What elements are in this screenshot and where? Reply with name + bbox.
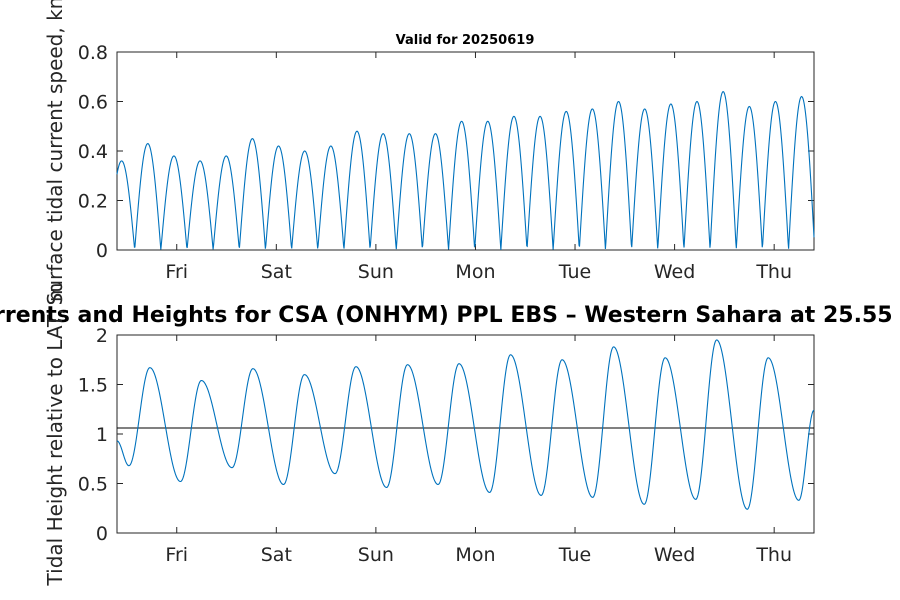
current-speed-axes: Valid for 20250619 Surface tidal current… — [43, 0, 815, 305]
current-speed-ytick-label: 0.8 — [78, 42, 108, 64]
tidal-height-ytick-label: 2 — [96, 325, 108, 347]
tidal-height-ytick-label: 0 — [96, 523, 108, 545]
tidal-height-xtick-label: Sat — [261, 544, 292, 566]
current-speed-xtick-label: Tue — [558, 261, 591, 283]
current-speed-xtick-label: Sun — [358, 261, 394, 283]
tidal-height-xtick-label: Fri — [165, 544, 188, 566]
tidal-height-axes: Tidal Currents and Heights for CSA (ONHY… — [0, 283, 900, 587]
tidal-height-ylabel: Tidal Height relative to LAT, m — [43, 283, 67, 587]
tidal-height-ytick-label: 0.5 — [78, 474, 108, 496]
tidal-height-ytick-label: 1 — [96, 424, 108, 446]
tidal-height-xtick-label: Mon — [455, 544, 495, 566]
tidal-height-xtick-label: Thu — [755, 544, 792, 566]
current-speed-title: Valid for 20250619 — [396, 33, 535, 48]
current-speed-xtick-label: Thu — [755, 261, 792, 283]
current-speed-plot-area — [116, 51, 815, 251]
tidal-height-title: Tidal Currents and Heights for CSA (ONHY… — [0, 303, 900, 328]
current-speed-xtick-label: Sat — [261, 261, 292, 283]
current-speed-ytick-label: 0 — [96, 240, 108, 262]
current-speed-ytick-label: 0.2 — [78, 191, 108, 213]
current-speed-xtick-label: Fri — [165, 261, 188, 283]
tidal-height-plot-area — [116, 334, 815, 534]
current-speed-xtick-label: Wed — [654, 261, 695, 283]
tidal-height-ytick-label: 1.5 — [78, 375, 108, 397]
current-speed-line — [116, 91, 815, 250]
current-speed-ytick-label: 0.4 — [78, 141, 108, 163]
current-speed-xtick-label: Mon — [455, 261, 495, 283]
tidal-height-xtick-label: Sun — [358, 544, 394, 566]
tidal-height-xtick-label: Wed — [654, 544, 695, 566]
tidal-height-xtick-label: Tue — [558, 544, 591, 566]
current-speed-ytick-label: 0.6 — [78, 92, 108, 114]
current-speed-ylabel: Surface tidal current speed, kn — [43, 0, 67, 305]
tidal-height-line — [116, 339, 815, 510]
